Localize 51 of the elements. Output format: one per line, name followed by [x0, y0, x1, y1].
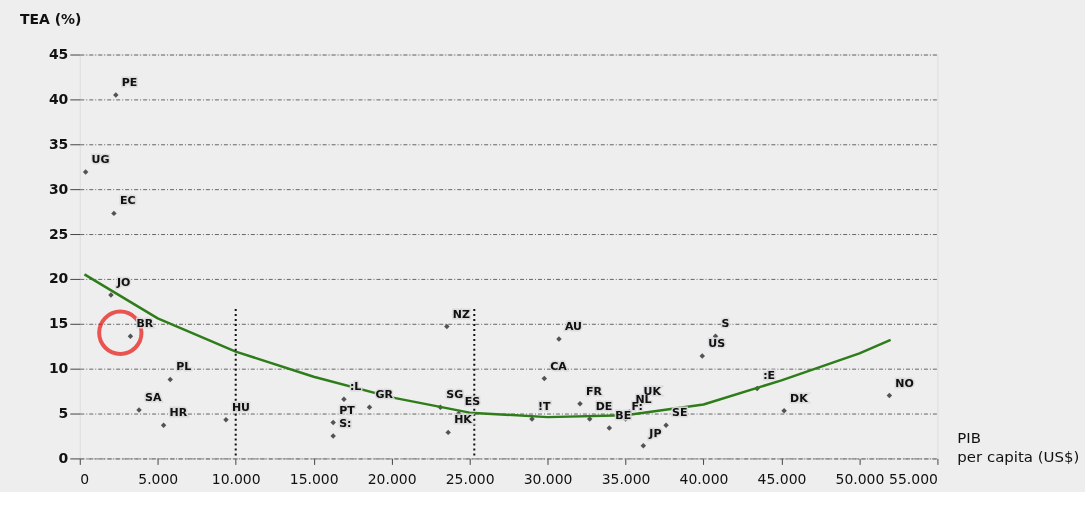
x-tick-label: 15.000 — [289, 470, 339, 487]
x-axis-title: PIB per capita (US$) — [957, 429, 1080, 467]
data-label: US — [708, 337, 726, 351]
data-label: PE — [121, 75, 138, 89]
y-tick-label: 45 — [48, 46, 69, 63]
data-label: DK — [790, 391, 809, 405]
data-label: CA — [550, 359, 568, 373]
data-label: HR — [169, 406, 188, 420]
data-label: SA — [145, 390, 162, 404]
data-label: PT — [339, 403, 356, 417]
data-label: !T — [537, 399, 551, 413]
data-label: BE — [615, 408, 632, 422]
data-label: HU — [231, 400, 251, 414]
data-label: S — [721, 317, 730, 331]
data-label: NZ — [452, 307, 470, 321]
x-tick-label: 50.000 — [835, 470, 885, 487]
data-label: S: — [339, 417, 352, 430]
y-tick-label: 30 — [48, 180, 69, 197]
y-axis-title: TEA (%) — [19, 10, 82, 27]
data-label: FR — [585, 384, 603, 398]
data-label: SG — [446, 388, 464, 402]
x-tick-label: 25.000 — [445, 470, 495, 487]
x-tick-label: 35.000 — [601, 470, 651, 487]
y-tick-label: 5 — [58, 405, 69, 422]
y-tick-label: 0 — [58, 449, 69, 466]
x-tick-label: 5.000 — [138, 470, 179, 487]
y-tick-label: 15 — [48, 315, 69, 332]
data-label: JP — [648, 426, 662, 440]
y-tick-label: 20 — [48, 270, 69, 287]
data-label: AU — [564, 320, 582, 334]
x-tick-label: 45.000 — [757, 470, 807, 487]
y-tick-label: 25 — [48, 225, 69, 242]
x-tick-label: 0 — [80, 470, 90, 487]
data-label: :E — [763, 369, 776, 383]
x-tick-label: 30.000 — [523, 470, 573, 487]
data-label: UG — [91, 153, 110, 167]
data-label: DE — [595, 399, 613, 413]
data-label: NO — [895, 376, 914, 390]
y-tick-label: 35 — [48, 135, 69, 152]
y-tick-label: 40 — [48, 90, 69, 107]
data-label: EC — [119, 194, 136, 208]
x-tick-label: 55.000 — [889, 470, 938, 487]
data-label: ES — [464, 394, 481, 408]
x-tick-label: 20.000 — [367, 470, 417, 487]
x-tick-label: 40.000 — [679, 470, 729, 487]
data-label: PL — [176, 360, 192, 374]
data-label: HK — [454, 413, 473, 427]
y-tick-label: 10 — [48, 360, 69, 377]
x-tick-label: 10.000 — [211, 470, 261, 487]
data-label: JO — [115, 276, 131, 290]
data-label: SE — [672, 406, 688, 420]
